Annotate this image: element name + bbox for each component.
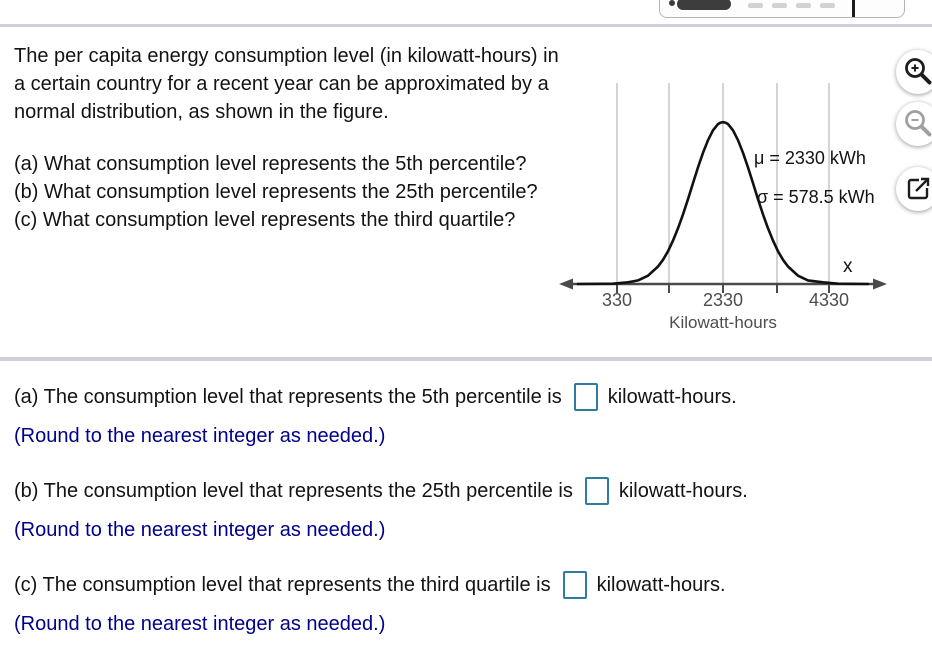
normal-curve-figure	[559, 83, 887, 293]
tick-label-330: 330	[601, 290, 633, 310]
mu-annotation: μ = 2330 kWh	[754, 148, 866, 168]
redacted-label	[677, 0, 731, 10]
axis-arrow-left	[559, 278, 573, 290]
answer-section: (a) The consumption level that represent…	[14, 380, 919, 656]
question-c: (c) What consumption level represents th…	[14, 209, 516, 231]
answer-group-c: (c) The consumption level that represent…	[14, 568, 919, 638]
answer-a-prefix: (a) The consumption level that represent…	[14, 385, 562, 408]
tick-label-2330: 2330	[702, 290, 744, 310]
question-block: The per capita energy consumption level …	[14, 42, 566, 234]
normal-curve	[576, 120, 870, 286]
toolbar-mark	[772, 3, 787, 8]
external-link-icon	[907, 177, 930, 200]
answer-c-suffix: kilowatt-hours.	[596, 573, 726, 596]
axis-ticks	[616, 284, 830, 293]
answer-line-b: (b) The consumption level that represent…	[14, 474, 919, 508]
question-b: (b) What consumption level represents th…	[14, 181, 538, 203]
answer-b-suffix: kilowatt-hours.	[618, 479, 748, 502]
answer-c-input[interactable]	[562, 571, 587, 599]
sigma-annotation: σ = 578.5 kWh	[757, 187, 875, 207]
answer-a-input[interactable]	[573, 383, 598, 411]
answer-group-b: (b) The consumption level that represent…	[14, 474, 919, 544]
x-axis-title: Kilowatt-hours	[669, 313, 777, 332]
zoom-in-icon	[905, 58, 932, 85]
zoom-out-button[interactable]	[896, 102, 932, 146]
axis-arrow-right	[873, 278, 887, 290]
answer-group-a: (a) The consumption level that represent…	[14, 380, 919, 450]
audio-toolbar-partial[interactable]	[659, 0, 905, 18]
zoom-in-button[interactable]	[896, 50, 932, 94]
speaker-icon	[669, 0, 675, 6]
answer-a-suffix: kilowatt-hours.	[607, 385, 737, 408]
tick-label-4330: 4330	[808, 290, 850, 310]
problem-statement: The per capita energy consumption level …	[14, 45, 559, 123]
answer-b-input[interactable]	[584, 477, 609, 505]
text-cursor	[852, 0, 855, 17]
zoom-out-icon	[905, 110, 932, 137]
answer-section-divider	[0, 357, 932, 361]
open-in-new-window-button[interactable]	[896, 167, 932, 211]
answer-b-hint: (Round to the nearest integer as needed.…	[14, 519, 386, 541]
top-divider	[0, 24, 932, 27]
toolbar-mark	[748, 3, 763, 8]
answer-b-prefix: (b) The consumption level that represent…	[14, 479, 573, 502]
answer-c-hint: (Round to the nearest integer as needed.…	[14, 613, 386, 635]
answer-line-a: (a) The consumption level that represent…	[14, 380, 919, 414]
answer-a-hint: (Round to the nearest integer as needed.…	[14, 425, 386, 447]
gridlines	[616, 83, 830, 284]
toolbar-mark	[820, 3, 835, 8]
toolbar-mark	[796, 3, 811, 8]
answer-line-c: (c) The consumption level that represent…	[14, 568, 919, 602]
answer-c-prefix: (c) The consumption level that represent…	[14, 573, 551, 596]
question-a: (a) What consumption level represents th…	[14, 153, 527, 175]
x-axis-letter: x	[843, 256, 853, 277]
